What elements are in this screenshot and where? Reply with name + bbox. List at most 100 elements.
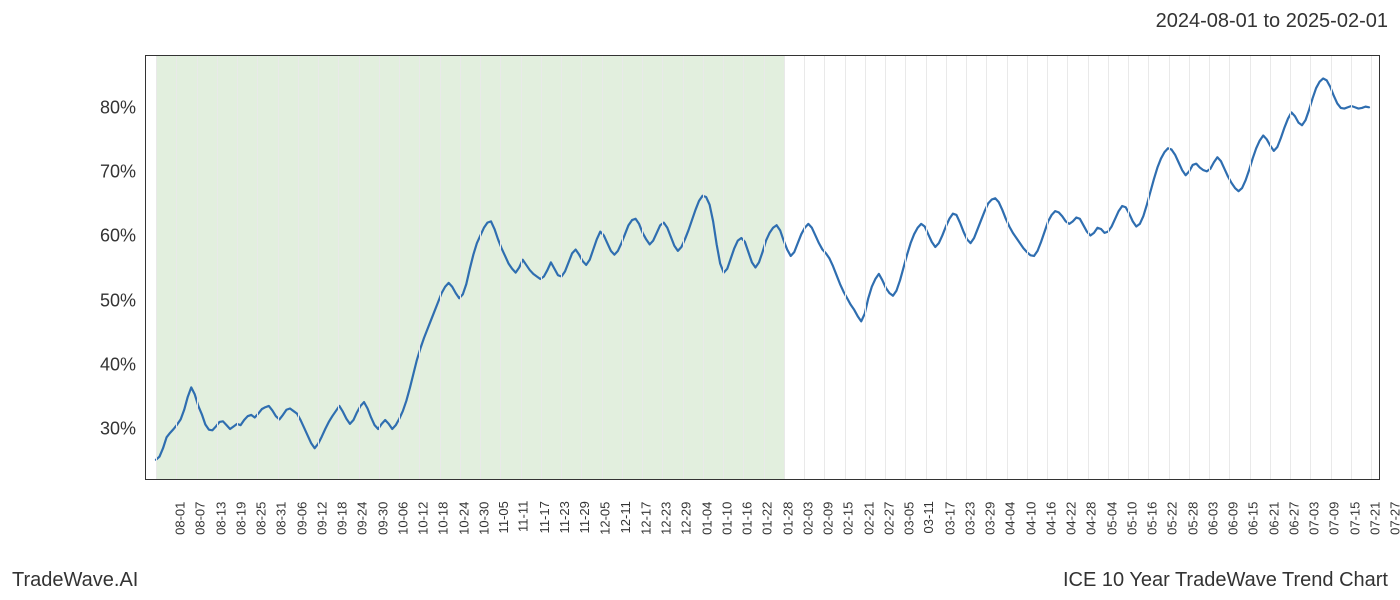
x-tick-label: 09-06 [294, 502, 309, 535]
grid-line [460, 56, 461, 479]
grid-line [541, 56, 542, 479]
grid-line [1290, 56, 1291, 479]
y-tick-label: 40% [100, 355, 136, 376]
grid-line [419, 56, 420, 479]
x-tick-label: 05-28 [1185, 502, 1200, 535]
grid-line [278, 56, 279, 479]
x-tick-label: 08-19 [233, 502, 248, 535]
x-tick-label: 05-04 [1104, 502, 1119, 535]
x-tick-label: 04-28 [1084, 502, 1099, 535]
grid-line [581, 56, 582, 479]
x-tick-label: 03-17 [942, 502, 957, 535]
x-tick-label: 11-17 [537, 501, 552, 533]
x-tick-label: 01-22 [760, 502, 775, 535]
y-tick-label: 70% [100, 161, 136, 182]
x-tick-label: 03-29 [983, 502, 998, 535]
grid-line [905, 56, 906, 479]
x-tick-label: 12-17 [638, 502, 653, 535]
grid-line [622, 56, 623, 479]
grid-line [723, 56, 724, 479]
grid-line [399, 56, 400, 479]
x-tick-label: 08-25 [254, 502, 269, 535]
grid-line [642, 56, 643, 479]
grid-line [237, 56, 238, 479]
y-tick-label: 80% [100, 97, 136, 118]
grid-line [986, 56, 987, 479]
footer-brand: TradeWave.AI [12, 569, 138, 592]
date-range-label: 2024-08-01 to 2025-02-01 [1156, 10, 1388, 33]
grid-line [602, 56, 603, 479]
x-tick-label: 05-22 [1165, 502, 1180, 535]
x-tick-label: 08-07 [193, 502, 208, 535]
x-tick-label: 08-13 [213, 502, 228, 535]
grid-line [1209, 56, 1210, 479]
grid-line [440, 56, 441, 479]
grid-line [1027, 56, 1028, 479]
grid-line [946, 56, 947, 479]
grid-line [257, 56, 258, 479]
grid-line [845, 56, 846, 479]
x-tick-label: 12-23 [659, 502, 674, 535]
grid-line [197, 56, 198, 479]
x-tick-label: 05-10 [1124, 502, 1139, 535]
grid-line [926, 56, 927, 479]
x-tick-label: 04-10 [1023, 502, 1038, 535]
x-tick-label: 01-16 [740, 502, 755, 535]
x-tick-label: 01-04 [699, 502, 714, 535]
grid-line [1128, 56, 1129, 479]
x-tick-label: 09-30 [375, 502, 390, 535]
x-tick-label: 09-18 [335, 502, 350, 535]
x-tick-label: 06-27 [1286, 502, 1301, 535]
x-tick-label: 04-04 [1003, 502, 1018, 535]
x-tick-label: 09-12 [314, 502, 329, 535]
x-tick-label: 07-21 [1367, 502, 1382, 535]
grid-line [885, 56, 886, 479]
x-tick-label: 06-03 [1205, 502, 1220, 535]
x-tick-label: 06-09 [1226, 502, 1241, 535]
x-tick-label: 10-12 [416, 502, 431, 535]
x-tick-label: 09-24 [355, 502, 370, 535]
grid-line [1108, 56, 1109, 479]
x-tick-label: 02-09 [821, 502, 836, 535]
x-tick-label: 12-11 [618, 501, 633, 533]
grid-line [1351, 56, 1352, 479]
grid-line [1250, 56, 1251, 479]
grid-line [1310, 56, 1311, 479]
grid-line [480, 56, 481, 479]
grid-line [824, 56, 825, 479]
grid-line [966, 56, 967, 479]
grid-line [1067, 56, 1068, 479]
x-tick-label: 01-28 [780, 502, 795, 535]
grid-line [662, 56, 663, 479]
grid-line [1270, 56, 1271, 479]
x-tick-label: 11-11 [516, 501, 531, 532]
x-tick-label: 11-23 [557, 501, 572, 533]
x-tick-label: 02-15 [841, 502, 856, 535]
x-tick-label: 06-21 [1266, 502, 1281, 535]
grid-line [1229, 56, 1230, 479]
grid-line [865, 56, 866, 479]
x-tick-label: 07-15 [1347, 502, 1362, 535]
grid-line [379, 56, 380, 479]
grid-line [784, 56, 785, 479]
x-tick-label: 05-16 [1145, 502, 1160, 535]
y-tick-label: 60% [100, 226, 136, 247]
plot-area: 30%40%50%60%70%80%08-0108-0708-1308-1908… [145, 55, 1380, 480]
x-tick-label: 10-06 [395, 502, 410, 535]
grid-line [743, 56, 744, 479]
x-tick-label: 04-22 [1064, 502, 1079, 535]
y-tick-label: 30% [100, 419, 136, 440]
x-tick-label: 03-23 [962, 502, 977, 535]
x-tick-label: 04-16 [1043, 502, 1058, 535]
grid-line [1371, 56, 1372, 479]
grid-line [804, 56, 805, 479]
x-tick-label: 03-11 [921, 501, 936, 533]
grid-line [1169, 56, 1170, 479]
grid-line [217, 56, 218, 479]
x-tick-label: 07-03 [1307, 502, 1322, 535]
grid-line [764, 56, 765, 479]
x-tick-label: 11-05 [496, 501, 511, 533]
grid-line [703, 56, 704, 479]
x-tick-label: 06-15 [1246, 502, 1261, 535]
grid-line [176, 56, 177, 479]
